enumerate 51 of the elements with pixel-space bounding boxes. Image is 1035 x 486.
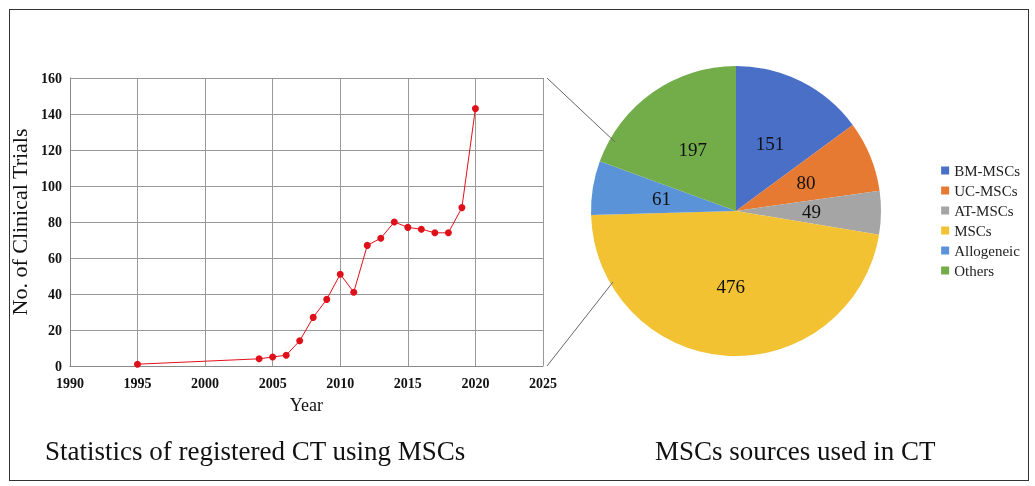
point (390, 218, 398, 226)
y-tick-label: 60 (47, 250, 62, 266)
data-label: 49 (801, 201, 821, 223)
text: Statistics of registered CT using MSCs (45, 435, 466, 466)
x-tick-label: 1995 (123, 375, 152, 391)
point (336, 270, 344, 278)
y-tick-label: 0 (54, 358, 62, 374)
y-tick-label: 160 (40, 70, 62, 86)
data-label: 151 (755, 133, 785, 155)
y-tick-label: 120 (40, 142, 62, 158)
text: MSCs sources used in CT (655, 435, 937, 466)
x-tick-label: 2025 (529, 375, 557, 391)
data-label: 197 (678, 138, 707, 160)
legend-label: Allogeneic (954, 242, 1021, 259)
y-tick-label: 140 (40, 106, 62, 122)
point (282, 351, 290, 359)
legend-label: BM-MSCs (954, 162, 1021, 179)
point (431, 229, 439, 237)
point (323, 295, 331, 303)
point (417, 225, 425, 233)
point (269, 353, 277, 361)
point (296, 337, 304, 345)
x-tick-label: 2000 (191, 375, 220, 391)
x-tick-label: 1990 (55, 375, 84, 391)
point (255, 355, 263, 363)
legend-label: UC-MSCs (954, 182, 1018, 199)
y-tick-label: 100 (40, 178, 62, 194)
data-label: 61 (651, 188, 671, 210)
point (350, 288, 358, 296)
y-tick-label: 20 (47, 322, 62, 338)
point (309, 313, 317, 321)
point (458, 204, 466, 212)
x-tick-label: 2015 (393, 375, 422, 391)
x-tick-label: 2005 (258, 375, 287, 391)
point (404, 223, 412, 231)
legend-label: MSCs (954, 222, 992, 239)
point (444, 229, 452, 237)
x-tick-label: 2010 (326, 375, 355, 391)
point (363, 241, 371, 249)
x-tick-label: 2020 (461, 375, 490, 391)
point (133, 360, 141, 368)
legend-label: AT-MSCs (954, 202, 1014, 219)
x-axis-title: Year (289, 395, 324, 415)
y-tick-label: 80 (47, 214, 62, 230)
legend-label: Others (954, 262, 995, 279)
y-tick-label: 40 (47, 286, 62, 302)
point (377, 234, 385, 242)
data-label: 476 (716, 275, 746, 297)
point (471, 105, 479, 113)
data-label: 80 (796, 171, 816, 193)
y-axis-title: No. of Clinical Trials (6, 128, 32, 316)
